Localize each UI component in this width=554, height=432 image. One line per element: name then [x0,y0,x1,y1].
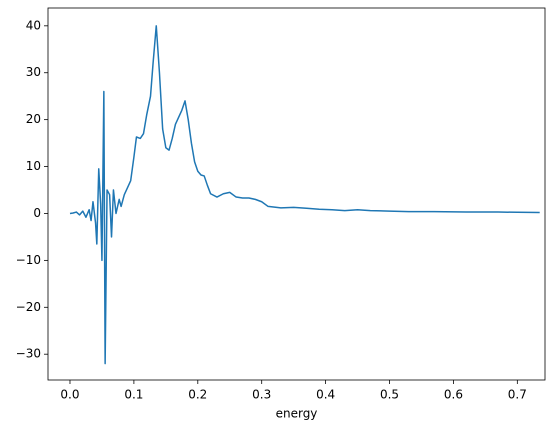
x-tick-label: 0.3 [252,388,271,402]
x-tick-label: 0.1 [124,388,143,402]
y-tick-label: −30 [16,347,41,361]
y-tick-label: −10 [16,253,41,267]
y-tick-label: 10 [26,159,41,173]
y-tick-label: 40 [26,18,41,32]
y-tick-label: −20 [16,300,41,314]
x-tick-label: 0.4 [316,388,335,402]
x-axis-label: energy [276,407,318,421]
y-tick-label: 20 [26,112,41,126]
y-tick-label: 30 [26,65,41,79]
x-tick-label: 0.2 [188,388,207,402]
x-tick-label: 0.6 [444,388,463,402]
data-line [69,25,540,365]
y-tick-label: 0 [33,206,41,220]
x-tick-label: 0.7 [508,388,527,402]
plot-frame [47,7,546,381]
x-tick-label: 0.5 [380,388,399,402]
x-tick-label: 0.0 [60,388,79,402]
